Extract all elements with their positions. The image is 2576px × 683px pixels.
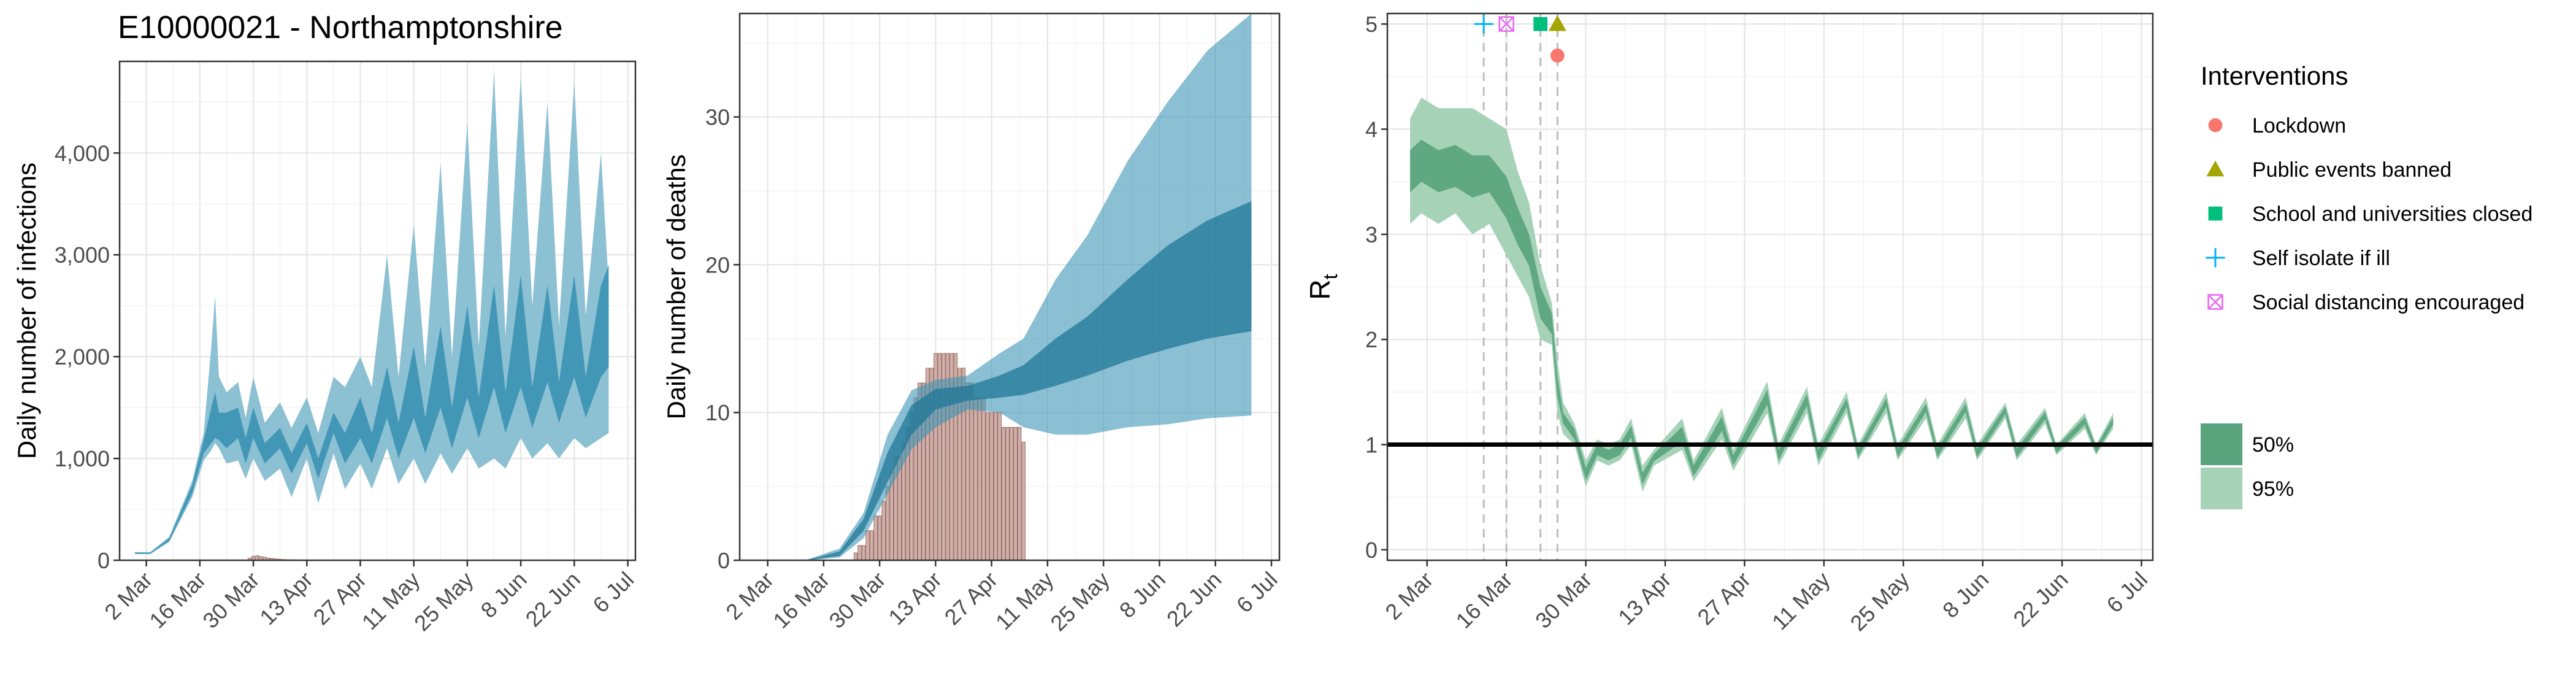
infections-y-tick-label: 2,000 (55, 344, 110, 369)
deaths-observed-bar (986, 412, 990, 561)
deaths-observed-bar (1005, 426, 1010, 561)
legend-label-schools: School and universities closed (2252, 203, 2532, 226)
legend-band-label: 95% (2252, 477, 2294, 501)
deaths-observed-bar (994, 412, 998, 561)
bands-legend: 50% 95% (2201, 423, 2294, 509)
deaths-observed-bar (857, 545, 862, 561)
deaths-observed-bar (873, 515, 878, 561)
rt-y-axis-label: Rt (1304, 274, 1341, 299)
deaths-observed-bar (886, 486, 890, 561)
deaths-observed-bar (981, 397, 986, 561)
legend-band-95%: 95% (2201, 468, 2294, 509)
legend-key-public_events (2206, 160, 2225, 177)
legend-item-self_isolate: Self isolate if ill (2206, 247, 2390, 270)
deaths-observed-bar (878, 515, 882, 561)
rt-band-50 (1410, 139, 2114, 485)
legend-label-self_isolate: Self isolate if ill (2252, 247, 2390, 270)
deaths-y-tick-label: 30 (705, 105, 730, 130)
rt-y-tick-label: 1 (1365, 433, 1378, 458)
rt-marker-schools (1533, 17, 1547, 31)
infections-plot-frame (118, 60, 637, 561)
deaths-observed-bar (861, 545, 866, 561)
infections-y-tick-label: 0 (98, 548, 110, 573)
figure-title: E10000021 - Northamptonshire (118, 10, 563, 45)
legend-key-social_distancing (2207, 294, 2223, 310)
deaths-observed-bar (1018, 426, 1022, 561)
deaths-observed-bar (1013, 426, 1018, 561)
rt-y-tick-label: 5 (1365, 12, 1378, 37)
legend-band-50%: 50% (2201, 423, 2294, 465)
legend-item-schools: School and universities closed (2208, 203, 2532, 226)
rt-marker-self_isolate (1474, 14, 1493, 34)
legend-key-schools (2208, 206, 2223, 221)
infections-y-tick-label: 4,000 (55, 141, 110, 166)
deaths-observed-bar (1002, 426, 1006, 561)
deaths-y-tick-label: 0 (718, 548, 730, 573)
legend-item-public_events: Public events banned (2206, 158, 2451, 182)
deaths-y-tick-label: 10 (705, 400, 730, 425)
deaths-observed-bar (870, 530, 874, 561)
deaths-observed-bar (865, 530, 870, 561)
infections-y-axis-label: Daily number of infections (12, 163, 41, 459)
deaths-observed-bar (853, 552, 858, 561)
rt-y-axis-label-sub: t (1319, 274, 1341, 279)
rt-y-tick-label: 4 (1365, 117, 1378, 142)
deaths-observed-bar (989, 412, 994, 561)
deaths-observed-bar (978, 397, 982, 561)
infections-y-tick-label: 1,000 (55, 446, 110, 471)
legend-label-lockdown: Lockdown (2252, 114, 2346, 137)
legend-key-self_isolate (2206, 248, 2225, 268)
deaths-band-50 (807, 201, 1252, 560)
rt-marker-lockdown (1550, 48, 1565, 63)
deaths-y-axis-label: Daily number of deaths (662, 155, 691, 420)
deaths-observed-bar (973, 397, 978, 561)
rt-marker-social_distancing (1498, 16, 1514, 32)
legend-item-social_distancing: Social distancing encouraged (2207, 291, 2524, 314)
deaths-observed-bar (881, 501, 886, 561)
legend-band-label: 50% (2252, 433, 2294, 457)
rt-marker-public_events (1548, 15, 1566, 31)
deaths-observed-bar (1021, 442, 1025, 561)
rt-y-tick-label: 3 (1365, 222, 1378, 247)
legend-band-swatch (2201, 423, 2242, 465)
infections-band-50 (134, 264, 609, 554)
deaths-plot-frame (738, 12, 1281, 561)
legend-label-public_events: Public events banned (2252, 158, 2451, 182)
rt-y-axis-label-main: R (1304, 279, 1336, 299)
legend-label-social_distancing: Social distancing encouraged (2252, 291, 2524, 314)
rt-plot-frame (1386, 12, 2154, 561)
interventions-legend-title: Interventions (2201, 61, 2348, 90)
legend-key-lockdown (2208, 118, 2223, 133)
rt-y-tick-label: 2 (1365, 327, 1378, 352)
interventions-legend: Interventions Lockdown Public events bann… (2201, 61, 2532, 314)
deaths-observed-bar (1010, 426, 1014, 561)
deaths-y-tick-label: 20 (705, 252, 730, 277)
legend-item-lockdown: Lockdown (2208, 114, 2346, 137)
rt-y-tick-label: 0 (1365, 538, 1378, 563)
deaths-observed-bar (997, 412, 1002, 561)
infections-y-tick-label: 3,000 (55, 242, 110, 268)
legend-band-swatch (2201, 468, 2242, 509)
